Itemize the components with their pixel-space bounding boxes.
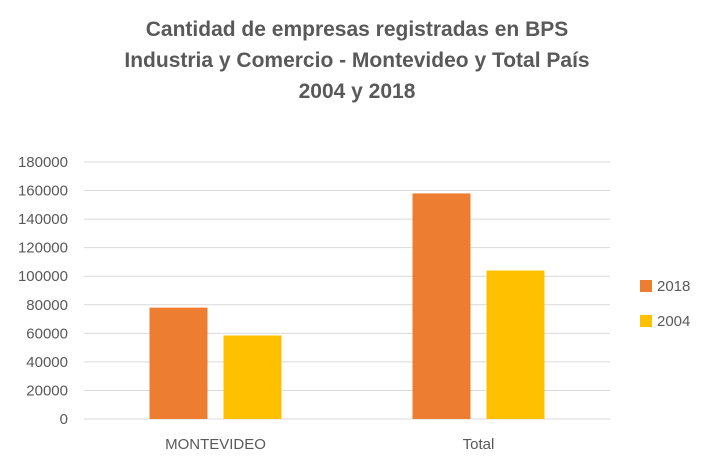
chart-title-line-3: 2004 y 2018: [298, 80, 416, 103]
x-category-label: Total: [463, 436, 495, 453]
y-tick-label: 60000: [26, 325, 68, 342]
y-tick-label: 0: [60, 411, 68, 428]
bar: [486, 270, 545, 419]
y-tick-label: 120000: [18, 240, 68, 257]
y-tick-label: 40000: [26, 354, 68, 371]
y-tick-label: 160000: [18, 183, 68, 200]
legend-swatch: [640, 315, 652, 327]
y-tick-label: 180000: [18, 154, 68, 171]
y-tick-label: 140000: [18, 211, 68, 228]
chart-title-line-2: Industria y Comercio - Montevideo y Tota…: [124, 49, 590, 72]
legend-label: 2004: [657, 313, 690, 330]
bar: [149, 307, 208, 419]
legend-label: 2018: [657, 278, 690, 295]
y-tick-label: 100000: [18, 268, 68, 285]
y-tick-label: 20000: [26, 382, 68, 399]
legend-swatch: [640, 280, 652, 292]
y-tick-label: 80000: [26, 297, 68, 314]
bar: [412, 193, 471, 419]
x-category-label: MONTEVIDEO: [165, 436, 266, 453]
chart-title-line-1: Cantidad de empresas registradas en BPS: [145, 18, 569, 41]
chart-title: Cantidad de empresas registradas en BPS …: [0, 14, 714, 107]
bar: [223, 335, 282, 419]
